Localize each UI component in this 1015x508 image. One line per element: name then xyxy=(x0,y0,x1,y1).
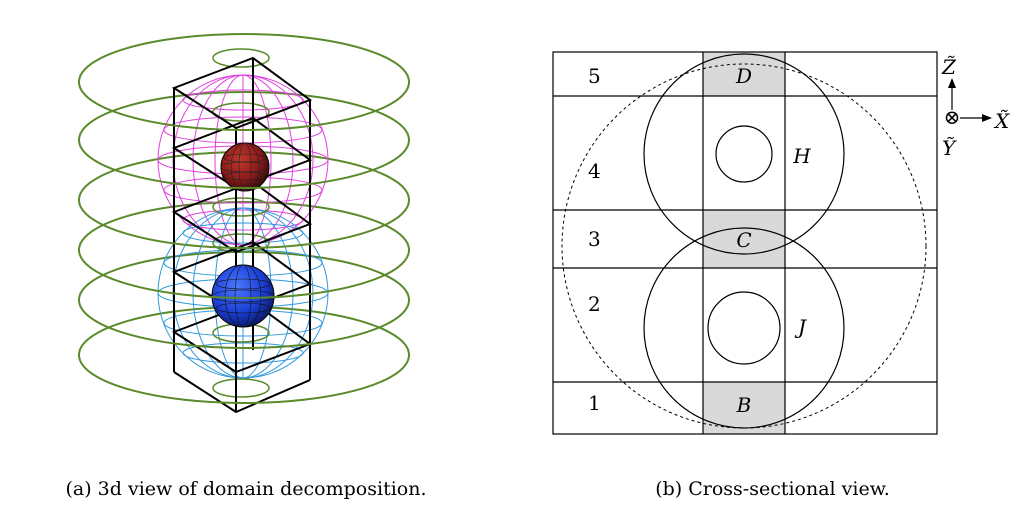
z-arrow-head xyxy=(948,78,956,88)
region-label-h: H xyxy=(792,144,811,168)
lower-core-sphere xyxy=(211,264,275,328)
ring-front-4 xyxy=(78,249,410,299)
region-b-fill xyxy=(703,382,785,434)
caption-b: (b) Cross-sectional view. xyxy=(655,478,890,500)
domain-circles xyxy=(643,53,845,429)
row-label-4: 4 xyxy=(588,159,601,183)
box-stack xyxy=(171,56,313,414)
region-label-d: D xyxy=(735,64,752,88)
circle-h-outer xyxy=(643,53,845,255)
cross-section-view: 5 4 3 2 1 D C B H J ⊗ Z̃ X̃ Ỹ xyxy=(552,51,1010,435)
ring-front-6 xyxy=(78,354,410,404)
region-d-fill xyxy=(703,52,785,96)
figure-canvas: 5 4 3 2 1 D C B H J ⊗ Z̃ X̃ Ỹ xyxy=(78,33,1010,435)
row-label-5: 5 xyxy=(588,64,601,88)
region-c-fill xyxy=(703,210,785,268)
ring-back-4 xyxy=(78,201,410,251)
axis-label-z: Z̃ xyxy=(941,55,957,79)
ring-front-group xyxy=(78,81,410,404)
axis-label-x: X̃ xyxy=(993,109,1010,133)
dashed-outer-circle xyxy=(561,63,927,429)
x-arrow-head xyxy=(982,114,992,122)
ring-front-2 xyxy=(78,139,410,189)
circle-j-outer xyxy=(643,227,845,429)
region-label-c: C xyxy=(736,228,751,252)
3d-view xyxy=(78,33,410,414)
axis-label-y: Ỹ xyxy=(942,136,957,160)
circle-h-inner xyxy=(715,125,773,183)
axes-indicator: ⊗ Z̃ X̃ Ỹ xyxy=(941,55,1010,160)
circle-j-inner xyxy=(707,291,781,365)
shaded-regions xyxy=(703,52,785,434)
row-label-1: 1 xyxy=(588,391,601,415)
region-label-j: J xyxy=(794,315,807,339)
ring-front-3 xyxy=(78,199,410,249)
region-label-b: B xyxy=(736,393,752,417)
grid-lines xyxy=(552,51,938,435)
ring-back-2 xyxy=(78,91,410,141)
ring-front-1 xyxy=(78,81,410,131)
upper-core-sphere xyxy=(220,142,270,192)
row-label-2: 2 xyxy=(588,292,601,316)
caption-a: (a) 3d view of domain decomposition. xyxy=(65,478,427,500)
into-page-icon: ⊗ xyxy=(944,105,961,129)
ring-front-5 xyxy=(78,299,410,349)
outer-frame xyxy=(552,51,938,435)
row-label-3: 3 xyxy=(588,227,601,251)
ring-back-1 xyxy=(78,33,410,83)
